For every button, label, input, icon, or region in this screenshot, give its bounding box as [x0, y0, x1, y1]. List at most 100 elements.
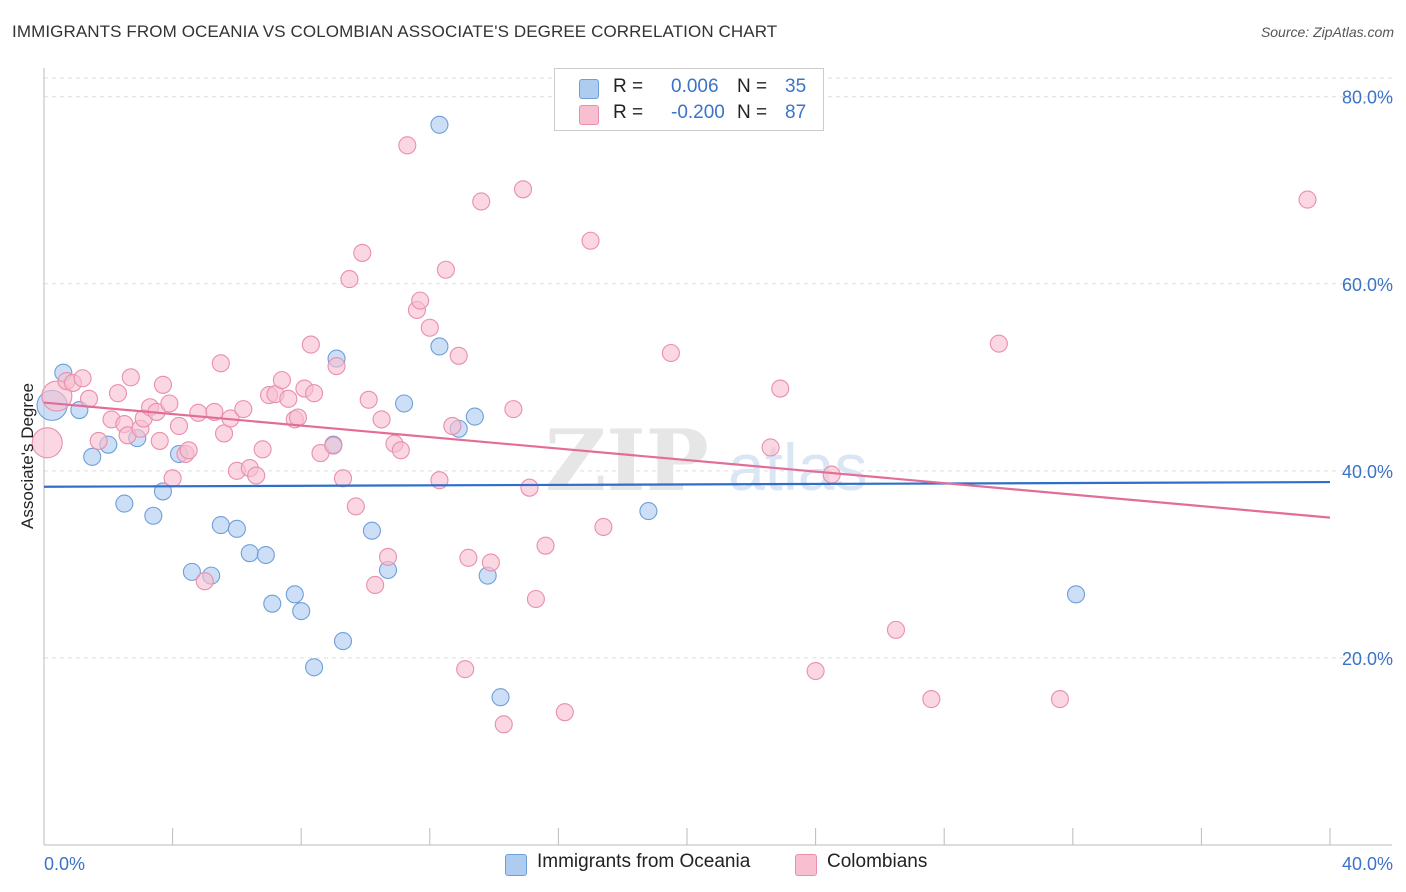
y-tick-label: 80.0%: [1342, 88, 1393, 108]
grid-lines: [44, 77, 1392, 659]
colombians-point: [922, 690, 941, 709]
colombians-point: [163, 469, 182, 488]
colombians-point: [333, 469, 353, 488]
oceania-point: [430, 337, 449, 356]
colombians-point: [378, 547, 398, 566]
colombians-point: [359, 390, 378, 409]
colombians-point: [247, 466, 266, 485]
colombians-point: [372, 410, 391, 429]
oceania-point: [465, 407, 484, 426]
colombians-point: [436, 260, 455, 279]
colombians-point: [121, 368, 140, 387]
oceania-point: [285, 585, 304, 604]
colombians-point: [494, 715, 513, 734]
colombians-point: [234, 400, 253, 419]
colombians-trend-line: [43, 401, 1331, 519]
colombians-point: [771, 379, 790, 398]
n-label: N =: [737, 102, 768, 123]
colombians-point: [346, 497, 365, 516]
oceania-point: [211, 516, 230, 535]
pink-swatch: [579, 105, 599, 125]
colombians-point: [481, 553, 500, 572]
colombians-point: [536, 536, 555, 555]
oceania-trend-line: [43, 480, 1331, 488]
oceania-point: [240, 544, 259, 563]
x-tick-label: 0.0%: [44, 854, 85, 874]
colombians-point: [353, 243, 372, 262]
r-label: R =: [613, 76, 644, 97]
colombians-point: [205, 402, 224, 421]
oceania-point: [227, 519, 246, 538]
oceania-point: [182, 562, 201, 581]
colombians-point: [211, 354, 230, 373]
colombians-point: [301, 335, 320, 354]
y-axis-label: Associate's Degree: [18, 383, 37, 529]
colombians-point: [520, 478, 539, 497]
oceania-point: [639, 502, 658, 521]
colombians-point: [73, 369, 92, 388]
colombians-point: [398, 136, 417, 155]
n-value: 87: [785, 102, 807, 123]
colombians-point: [79, 389, 99, 408]
y-tick-label: 20.0%: [1342, 649, 1393, 669]
oceania-point: [144, 506, 163, 525]
oceania-point: [83, 447, 102, 466]
colombians-point: [366, 575, 385, 595]
colombians-point: [31, 427, 63, 459]
colombians-point: [169, 416, 189, 436]
oceania-point: [292, 602, 311, 621]
source-credit: Source: ZipAtlas.com: [1260, 24, 1394, 40]
colombians-point: [806, 661, 825, 681]
watermark-atlas: atlas: [728, 430, 867, 504]
colombians-point: [253, 440, 272, 459]
colombians-point: [989, 334, 1008, 353]
colombians-point: [449, 346, 468, 365]
colombians-point: [195, 572, 214, 591]
colombians-point: [340, 270, 359, 289]
colombians-point: [153, 375, 173, 394]
colombians-point: [504, 400, 523, 419]
legend-swatch-pink: [795, 854, 817, 876]
colombians-point: [108, 384, 127, 403]
colombians-point: [456, 660, 475, 679]
colombians-point: [305, 384, 324, 403]
colombians-point: [420, 318, 439, 337]
r-value: 0.006: [671, 76, 719, 97]
r-label: R =: [613, 102, 644, 123]
colombians-point: [594, 517, 613, 537]
blue-swatch: [579, 79, 599, 99]
colombians-point: [279, 389, 298, 408]
colombians-point: [214, 424, 234, 443]
colombians-point: [288, 408, 308, 427]
colombians-point: [89, 431, 108, 450]
tick-labels: 20.0% 40.0% 60.0% 80.0% 0.0% 40.0%: [44, 88, 1393, 874]
colombians-point: [1298, 190, 1317, 209]
colombians-point: [327, 357, 346, 376]
colombians-point: [411, 291, 430, 310]
colombians-point: [391, 441, 410, 460]
oceania-point: [1066, 585, 1086, 604]
legend-label: Colombians: [827, 851, 928, 872]
n-label: N =: [737, 76, 768, 97]
watermark: ZIP atlas: [545, 411, 867, 510]
colombians-point: [443, 416, 462, 436]
colombians-point: [886, 620, 906, 639]
colombians-point: [661, 343, 680, 363]
colombians-point: [472, 192, 491, 211]
oceania-point: [395, 394, 414, 413]
colombians-point: [324, 436, 343, 455]
stats-box: R = 0.006 N = 35 R = -0.200 N = 87: [554, 68, 824, 131]
trend-lines: [43, 401, 1331, 519]
chart-title: IMMIGRANTS FROM OCEANIA VS COLOMBIAN ASS…: [12, 22, 778, 41]
oceania-point: [263, 594, 282, 613]
colombians-point: [513, 180, 533, 199]
oceania-point: [333, 632, 353, 651]
colombians-point: [179, 441, 198, 460]
colombians-point: [160, 394, 179, 413]
legend-swatch-blue: [505, 854, 527, 876]
colombians-point: [150, 431, 169, 450]
oceania-point: [305, 658, 324, 677]
colombians-point: [1050, 690, 1069, 709]
y-tick-label: 60.0%: [1342, 275, 1393, 295]
